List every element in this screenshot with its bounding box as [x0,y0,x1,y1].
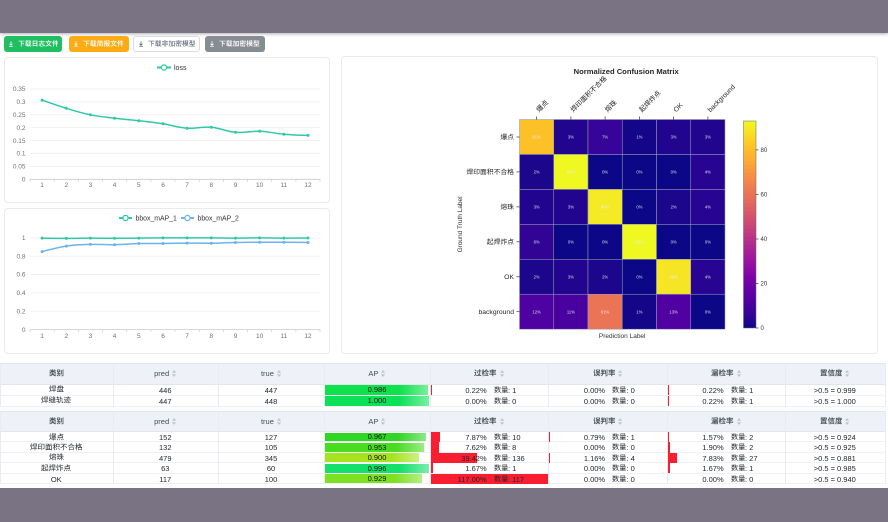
svg-text:7: 7 [185,333,189,340]
svg-text:7: 7 [185,182,189,189]
svg-text:3%: 3% [705,135,711,140]
svg-text:7%: 7% [602,135,608,140]
svg-text:93%: 93% [567,170,576,175]
svg-text:0.6: 0.6 [16,272,25,279]
svg-text:0.2: 0.2 [16,125,25,132]
svg-text:Normalized Confusion Matrix: Normalized Confusion Matrix [574,67,680,76]
svg-text:3%: 3% [568,135,574,140]
svg-text:OK: OK [673,102,685,114]
svg-text:3%: 3% [534,205,540,210]
svg-text:0.05: 0.05 [13,164,26,171]
svg-text:61%: 61% [601,309,610,314]
svg-text:3%: 3% [568,274,574,279]
svg-text:93%: 93% [635,239,644,244]
svg-text:0.2: 0.2 [16,308,25,315]
svg-text:0.4: 0.4 [16,290,25,297]
svg-text:0%: 0% [671,239,677,244]
svg-text:loss: loss [174,65,187,72]
svg-text:1: 1 [40,333,44,340]
svg-text:0.25: 0.25 [13,112,26,119]
svg-text:2%: 2% [602,274,608,279]
svg-text:90%: 90% [601,205,610,210]
svg-text:40: 40 [761,237,768,243]
svg-text:11: 11 [280,182,287,189]
svg-text:5: 5 [137,333,141,340]
svg-text:0.1: 0.1 [16,151,25,158]
svg-text:0%: 0% [671,170,677,175]
svg-text:6%: 6% [534,239,540,244]
svg-text:4: 4 [113,182,117,189]
svg-text:1: 1 [22,235,26,242]
svg-text:4: 4 [113,333,117,340]
svg-text:0%: 0% [568,239,574,244]
svg-text:2: 2 [64,333,68,340]
svg-text:12: 12 [304,333,312,340]
svg-text:2%: 2% [534,170,540,175]
svg-text:3: 3 [89,182,93,189]
svg-text:4%: 4% [705,274,711,279]
svg-text:0%: 0% [705,239,711,244]
svg-text:10: 10 [256,333,264,340]
svg-text:0: 0 [761,326,765,332]
svg-text:0.15: 0.15 [13,138,26,145]
svg-text:11%: 11% [567,309,575,314]
svg-text:80: 80 [761,148,768,154]
svg-text:89%: 89% [669,274,678,279]
svg-text:4%: 4% [705,205,711,210]
svg-text:0.8: 0.8 [16,253,25,260]
svg-text:0%: 0% [636,205,642,210]
svg-text:2%: 2% [534,274,540,279]
svg-text:5: 5 [137,182,141,189]
svg-text:60: 60 [761,193,768,199]
svg-text:1%: 1% [636,135,642,140]
svg-text:0%: 0% [636,170,642,175]
svg-text:background: background [707,84,737,114]
svg-text:11: 11 [280,333,287,340]
svg-text:9: 9 [234,182,238,189]
svg-text:8: 8 [209,182,213,189]
svg-text:0: 0 [22,177,26,184]
svg-text:0: 0 [22,327,26,334]
svg-text:13%: 13% [669,309,678,314]
svg-text:0.3: 0.3 [16,99,25,106]
svg-text:20: 20 [761,282,768,288]
svg-text:9: 9 [234,333,238,340]
svg-text:81%: 81% [532,135,541,140]
svg-text:bbox_mAP_2: bbox_mAP_2 [198,216,240,223]
svg-text:bbox_mAP_1: bbox_mAP_1 [136,216,178,223]
svg-text:0%: 0% [602,170,608,175]
svg-text:1%: 1% [636,309,642,314]
svg-text:2%: 2% [671,205,677,210]
svg-text:3%: 3% [568,205,574,210]
svg-text:Prediction Label: Prediction Label [599,333,646,340]
svg-text:12: 12 [304,182,312,189]
svg-text:12%: 12% [532,309,541,314]
svg-text:1: 1 [40,182,44,189]
svg-text:0%: 0% [636,274,642,279]
svg-text:8: 8 [209,333,213,340]
svg-text:OK: OK [504,274,514,281]
svg-text:0.35: 0.35 [13,86,26,93]
svg-text:3: 3 [89,333,93,340]
svg-text:10: 10 [256,182,264,189]
svg-text:6: 6 [161,333,165,340]
svg-text:4%: 4% [705,170,711,175]
svg-text:0%: 0% [705,309,711,314]
svg-text:2: 2 [64,182,68,189]
svg-text:0%: 0% [602,239,608,244]
svg-text:6: 6 [161,182,165,189]
svg-text:3%: 3% [671,135,677,140]
svg-text:Ground Truth Label: Ground Truth Label [457,196,464,253]
svg-text:background: background [478,309,514,316]
